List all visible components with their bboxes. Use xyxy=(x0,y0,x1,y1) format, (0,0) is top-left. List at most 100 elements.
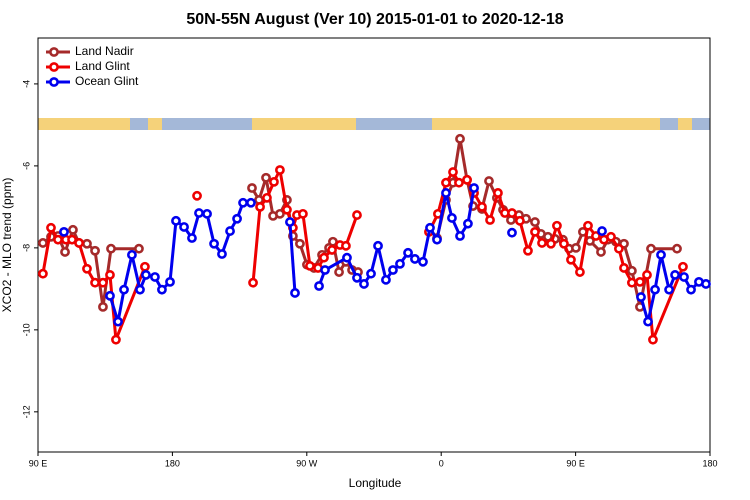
x-tick-label: 90 W xyxy=(296,458,318,468)
point xyxy=(552,220,562,231)
point xyxy=(261,172,271,183)
point xyxy=(395,258,405,269)
point xyxy=(135,284,145,295)
point xyxy=(448,167,458,177)
point xyxy=(290,288,300,298)
point xyxy=(319,252,329,263)
point xyxy=(106,243,116,254)
point xyxy=(46,222,56,233)
legend-label: Land Glint xyxy=(75,59,130,73)
point xyxy=(648,334,658,345)
point xyxy=(635,276,645,287)
point xyxy=(90,277,100,288)
point xyxy=(626,277,637,288)
point xyxy=(171,215,181,226)
series xyxy=(38,165,688,345)
legend-marker xyxy=(49,47,59,57)
point xyxy=(334,267,344,277)
point xyxy=(672,243,682,254)
point xyxy=(255,201,265,212)
point xyxy=(327,245,337,255)
land-ocean-strip xyxy=(38,118,710,130)
x-tick-label: 90 E xyxy=(566,458,585,468)
point xyxy=(678,261,688,272)
x-axis-label: Longitude xyxy=(349,476,402,490)
point xyxy=(493,188,503,198)
plot-frame xyxy=(37,37,711,453)
point xyxy=(643,316,653,327)
point xyxy=(462,174,472,185)
point xyxy=(82,238,92,249)
point xyxy=(626,265,637,276)
point xyxy=(514,215,525,226)
land-band xyxy=(678,118,692,130)
point xyxy=(403,247,413,258)
point xyxy=(447,213,457,223)
point xyxy=(342,252,352,263)
point xyxy=(59,226,69,237)
point xyxy=(566,254,576,265)
point xyxy=(410,254,420,264)
point xyxy=(455,231,465,241)
series-line xyxy=(288,221,297,294)
point xyxy=(60,247,70,257)
legend-label: Ocean Glint xyxy=(75,74,139,88)
point xyxy=(570,242,581,253)
point xyxy=(165,276,175,287)
point xyxy=(366,268,376,279)
point xyxy=(179,222,189,232)
point xyxy=(248,277,258,288)
land-band xyxy=(252,118,356,130)
point xyxy=(320,265,330,275)
point xyxy=(269,176,279,187)
point xyxy=(485,215,495,225)
point xyxy=(646,243,656,254)
y-tick-label: -8 xyxy=(21,244,31,252)
point xyxy=(341,240,351,251)
point xyxy=(591,231,601,241)
point xyxy=(119,284,129,295)
point xyxy=(113,316,123,327)
point xyxy=(202,208,212,219)
series-line xyxy=(639,253,707,324)
point xyxy=(546,238,556,249)
point xyxy=(596,247,606,257)
point xyxy=(530,217,540,227)
point xyxy=(217,249,227,259)
point xyxy=(38,238,48,248)
point xyxy=(275,208,285,219)
point xyxy=(507,227,517,238)
point xyxy=(90,245,100,256)
point xyxy=(305,261,315,271)
point xyxy=(388,265,398,275)
point xyxy=(247,183,257,193)
point xyxy=(53,234,63,245)
point xyxy=(606,231,616,242)
point xyxy=(441,177,451,188)
point xyxy=(74,238,84,248)
point xyxy=(192,190,202,201)
point xyxy=(246,197,256,208)
point xyxy=(352,210,362,220)
point xyxy=(441,188,451,198)
point xyxy=(232,213,242,224)
legend-marker xyxy=(49,62,59,72)
point xyxy=(275,165,285,175)
point xyxy=(619,263,629,273)
point xyxy=(463,218,473,229)
point xyxy=(454,177,464,188)
point xyxy=(642,270,652,280)
point xyxy=(157,284,167,295)
point xyxy=(105,270,115,280)
point xyxy=(530,226,540,237)
point xyxy=(187,233,197,243)
point xyxy=(141,270,151,280)
point xyxy=(656,249,666,260)
land-band xyxy=(38,118,130,130)
point xyxy=(636,292,646,302)
point xyxy=(98,277,108,288)
point xyxy=(583,220,593,231)
point xyxy=(469,183,479,193)
point xyxy=(140,261,150,272)
